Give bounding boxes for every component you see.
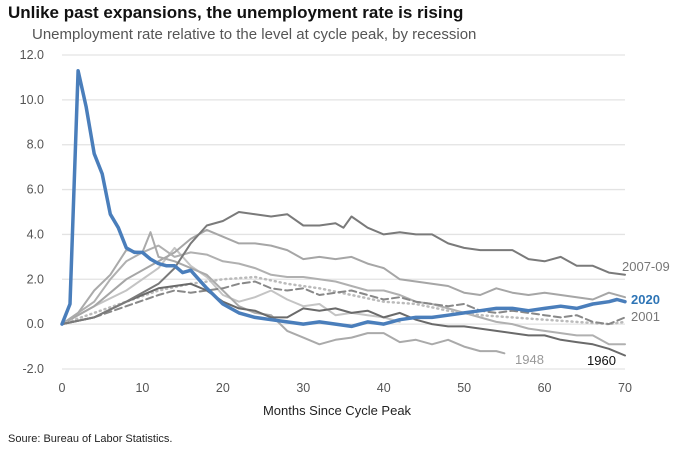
- y-tick-label: 6.0: [27, 183, 44, 197]
- x-tick-label: 20: [216, 381, 230, 395]
- chart-title: Unlike past expansions, the unemployment…: [8, 3, 464, 22]
- x-tick-label: 70: [618, 381, 632, 395]
- x-tick-label: 40: [377, 381, 391, 395]
- series-line-1960: [61, 282, 626, 357]
- series-line-2001: [61, 280, 626, 326]
- series-line-2020: [60, 68, 627, 329]
- y-tick-label: -2.0: [22, 362, 44, 376]
- y-tick-label: 4.0: [27, 227, 44, 241]
- series-line: [61, 244, 626, 346]
- x-tick-label: 30: [296, 381, 310, 395]
- series-label-1948: 1948: [515, 352, 544, 367]
- y-tick-label: 2.0: [27, 272, 44, 286]
- series-label-2001: 2001: [631, 309, 660, 324]
- series-label-1960: 1960: [587, 353, 616, 368]
- x-tick-label: 0: [59, 381, 66, 395]
- series-line-2007-09: [61, 211, 626, 326]
- y-tick-label: 12.0: [20, 48, 44, 62]
- y-tick-label: 10.0: [20, 93, 44, 107]
- source-note: Soure: Bureau of Labor Statistics.: [8, 433, 173, 445]
- series-line: [60, 275, 627, 326]
- y-tick-label: 8.0: [27, 138, 44, 152]
- series-line: [61, 228, 626, 326]
- x-axis-label: Months Since Cycle Peak: [263, 403, 412, 418]
- chart-subtitle: Unemployment rate relative to the level …: [32, 26, 477, 43]
- series-label-2007-09: 2007-09: [622, 259, 670, 274]
- x-tick-label: 50: [457, 381, 471, 395]
- y-tick-label: 0.0: [27, 317, 44, 331]
- x-tick-label: 60: [538, 381, 552, 395]
- series-label-2020: 2020: [631, 292, 660, 307]
- x-tick-label: 10: [135, 381, 149, 395]
